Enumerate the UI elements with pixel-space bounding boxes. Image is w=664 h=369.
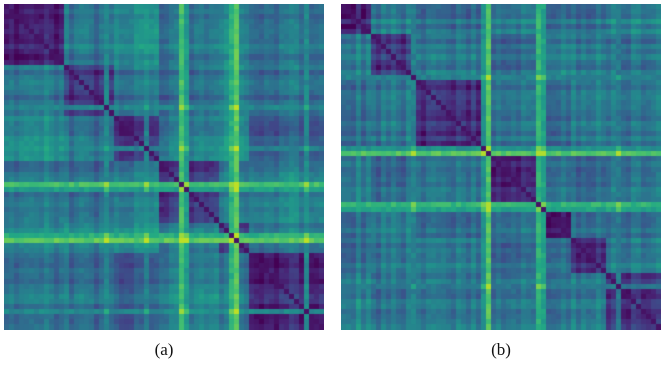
heatmap-panel-a <box>4 4 324 330</box>
heatmap-panel-b <box>341 4 661 330</box>
caption-b: (b) <box>491 340 511 359</box>
heatmap-canvas-b <box>341 4 661 330</box>
heatmap-canvas-a <box>4 4 324 330</box>
caption-a: (a) <box>154 340 174 359</box>
